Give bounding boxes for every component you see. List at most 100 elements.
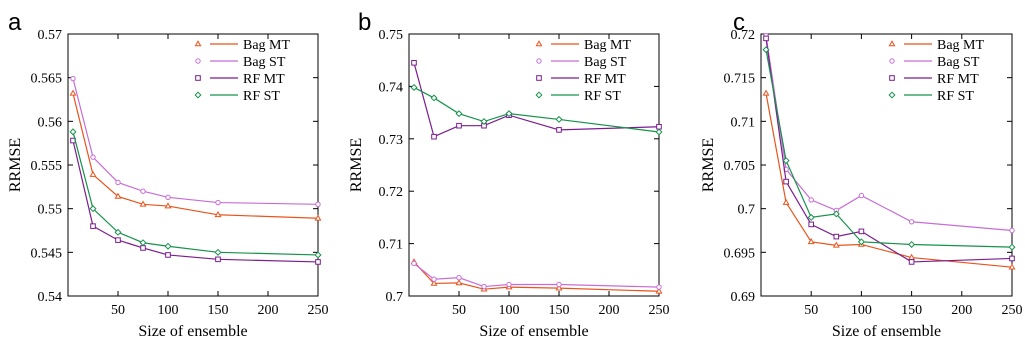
data-point-rf-st <box>762 46 770 54</box>
chart-panel-a: a 0.54 0.545 0.55 0.555 0.56 0.565 0.57 50 100 150… <box>7 9 329 340</box>
legend-label-rf-mt: RF MT <box>937 72 979 87</box>
panel-letter: b <box>358 9 371 36</box>
data-point-bag-st <box>140 188 146 194</box>
data-point-rf-mt <box>858 228 865 235</box>
legend-label-bag-st: Bag ST <box>584 55 627 70</box>
x-tick-label: 250 <box>308 303 329 318</box>
y-tick-label: 0.695 <box>724 246 756 261</box>
data-point-bag-st <box>1009 227 1015 234</box>
data-point-bag-mt <box>139 200 147 207</box>
legend-marker-rf-st <box>194 91 202 99</box>
data-point-bag-st <box>656 284 662 290</box>
data-point-bag-st <box>411 260 417 267</box>
y-axis-title: RRMSE <box>348 138 365 192</box>
y-tick-label: 0.74 <box>379 80 404 95</box>
x-tick-label: 150 <box>549 303 570 318</box>
x-tick-label: 100 <box>158 303 179 318</box>
data-point-rf-mt <box>215 256 221 263</box>
y-tick-label: 0.57 <box>38 28 63 43</box>
legend-marker-rf-mt <box>536 75 542 81</box>
legend-marker-bag-mt <box>194 40 202 47</box>
data-point-rf-st <box>555 115 563 123</box>
x-tick-label: 200 <box>599 303 620 318</box>
x-tick-label: 200 <box>258 303 279 318</box>
legend-label-bag-st: Bag ST <box>937 55 980 70</box>
legend-marker-rf-st <box>535 91 543 99</box>
data-point-rf-st <box>655 128 663 136</box>
data-point-rf-mt <box>165 252 171 258</box>
data-point-bag-st <box>858 192 865 199</box>
data-point-bag-mt <box>782 198 790 205</box>
data-point-bag-mt <box>69 89 77 96</box>
series-line-rf-mt <box>72 140 319 263</box>
data-point-bag-mt <box>832 241 840 248</box>
data-point-rf-mt <box>556 127 562 133</box>
series-line-bag-mt <box>413 261 660 292</box>
data-point-bag-st <box>456 274 462 281</box>
series-line-bag-mt <box>765 93 1013 268</box>
data-point-rf-st <box>505 110 513 118</box>
data-point-rf-st <box>214 248 222 256</box>
y-tick-label: 0.56 <box>38 115 63 130</box>
data-point-rf-mt <box>1009 255 1015 262</box>
data-point-rf-st <box>89 205 97 213</box>
x-tick-label: 50 <box>452 303 466 318</box>
data-point-bag-mt <box>114 192 122 199</box>
data-point-bag-mt <box>214 210 222 218</box>
data-point-bag-mt <box>1008 263 1016 270</box>
legend-label-bag-mt: Bag MT <box>243 38 291 53</box>
data-point-bag-st <box>908 219 915 225</box>
data-point-bag-st <box>506 281 512 288</box>
y-axis-title: RRMSE <box>700 138 717 192</box>
data-point-rf-mt <box>315 259 321 265</box>
panel-letter: a <box>8 9 22 36</box>
x-tick-label: 250 <box>1002 303 1023 318</box>
y-axis-title: RRMSE <box>7 138 24 192</box>
data-point-bag-st <box>808 197 814 203</box>
data-point-rf-st <box>314 251 322 259</box>
data-point-rf-st <box>410 83 418 91</box>
legend-label-bag-mt: Bag MT <box>937 38 985 53</box>
data-point-bag-st <box>115 179 121 186</box>
data-point-bag-st <box>556 281 562 288</box>
data-point-rf-mt <box>783 178 789 185</box>
legend-marker-bag-mt <box>888 40 896 47</box>
data-point-bag-st <box>70 75 76 82</box>
y-tick-label: 0.69 <box>731 290 756 305</box>
data-point-bag-mt <box>807 238 815 245</box>
legend-label-bag-st: Bag ST <box>243 55 286 70</box>
x-tick-label: 150 <box>901 303 922 318</box>
x-axis-title: Size of ensemble <box>138 323 247 340</box>
chart-panel-b: b 0.7 0.71 0.72 0.73 0.74 0.75 50 100 150 200 250 Si… <box>348 9 670 340</box>
data-point-bag-st <box>215 199 221 206</box>
legend-label-rf-st: RF ST <box>584 89 621 104</box>
data-point-rf-mt <box>431 133 437 140</box>
data-point-rf-st <box>114 228 122 236</box>
data-point-bag-st <box>481 283 487 290</box>
y-tick-label: 0.72 <box>731 28 756 43</box>
data-point-rf-mt <box>140 245 146 251</box>
data-point-bag-mt <box>314 214 322 221</box>
data-point-rf-st <box>807 213 815 221</box>
y-tick-label: 0.54 <box>38 290 63 305</box>
x-tick-label: 250 <box>649 303 670 318</box>
data-point-bag-st <box>90 154 96 160</box>
data-point-rf-st <box>69 128 77 136</box>
data-point-bag-st <box>165 194 171 201</box>
data-point-bag-mt <box>89 170 97 177</box>
y-tick-label: 0.73 <box>379 133 404 148</box>
legend-marker-rf-mt <box>889 75 895 81</box>
y-tick-label: 0.75 <box>379 28 404 43</box>
data-point-bag-mt <box>762 89 770 96</box>
data-point-rf-mt <box>656 123 662 130</box>
y-tick-label: 0.545 <box>31 246 63 261</box>
data-point-bag-st <box>315 201 321 208</box>
data-point-rf-mt <box>115 237 121 243</box>
data-point-rf-mt <box>90 223 96 229</box>
data-point-bag-mt <box>655 287 663 294</box>
series-line-bag-mt <box>72 93 319 219</box>
data-point-rf-mt <box>808 221 815 228</box>
plot-frame <box>408 33 660 297</box>
